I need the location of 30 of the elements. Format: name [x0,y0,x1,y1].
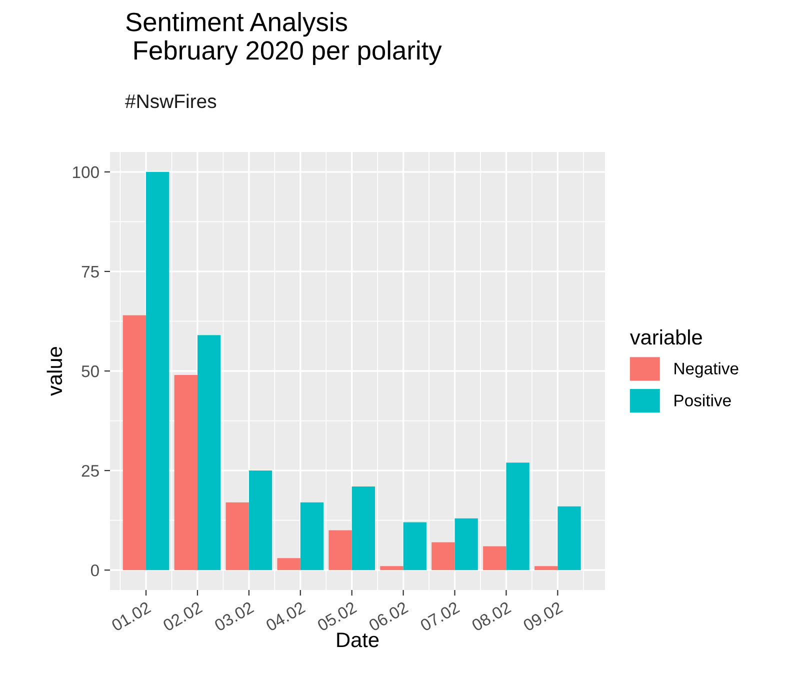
y-tick-label: 25 [82,464,99,477]
bar [352,486,375,570]
y-tick-label: 75 [82,266,99,278]
bar [506,462,530,570]
bar [403,522,426,570]
bar [432,542,455,570]
bar [122,315,146,570]
y-tick-label: 50 [82,365,99,378]
bar [328,530,352,570]
y-tick-label: 100 [73,166,99,178]
bar [248,470,272,570]
y-axis-title: value [46,347,62,396]
bar [483,546,506,570]
bar [534,566,558,570]
legend-label: Negative [674,362,738,378]
chart-subtitle: #NswFires [125,94,216,108]
bar [174,374,198,570]
bar [454,518,478,570]
bar [300,502,324,570]
bar [197,335,221,570]
x-axis-title: Date [337,632,379,648]
bar [380,566,404,570]
bar [146,172,170,570]
legend-title: variable [630,329,702,345]
bar [277,558,300,570]
y-tick-label: 0 [90,564,99,576]
chart-title: Sentiment Analysis February 2020 per polarity [126,12,442,66]
legend-label: Positive [674,394,731,406]
bar [558,506,581,570]
bar [226,502,249,570]
